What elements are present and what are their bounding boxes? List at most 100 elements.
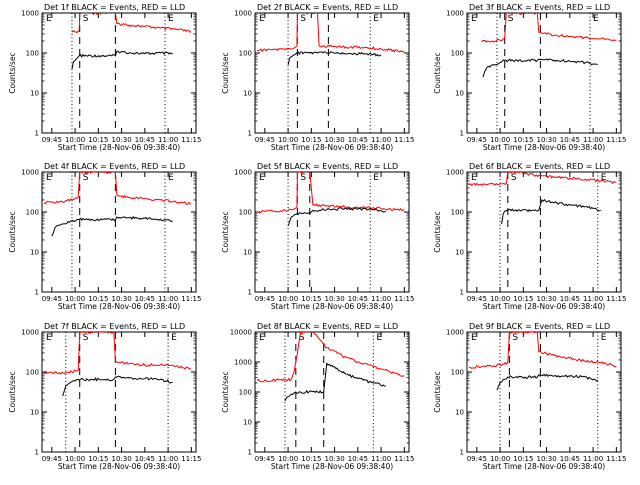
x-tick-label: 10:00	[490, 136, 510, 144]
y-tick-label: 100	[239, 50, 252, 58]
x-tick-label: 11:00	[583, 455, 603, 463]
y-tick-label: 10	[30, 249, 39, 257]
x-tick-label: 10:00	[278, 295, 298, 303]
series-line-lld	[468, 172, 617, 187]
panel-det-3f: Det 3f BLACK = Events, RED = LLD 1 10 100 10…	[433, 3, 626, 152]
marker-s: S	[83, 173, 89, 183]
x-axis-label: Start Time (28-Nov-06 09:38:40)	[58, 462, 180, 471]
x-tick-label: 10:30	[111, 455, 131, 463]
x-tick-label: 10:45	[135, 136, 155, 144]
y-tick-label: 10	[243, 249, 252, 257]
x-tick-label: 11:15	[394, 455, 414, 463]
x-axis-label: Start Time (28-Nov-06 09:38:40)	[271, 143, 393, 152]
x-tick-label: 10:30	[536, 136, 556, 144]
panel-det-8f: Det 8f BLACK = Events, RED = LLD 1 10 100 10…	[221, 322, 414, 471]
series-line-events	[284, 362, 386, 402]
series-line-lld	[257, 172, 405, 213]
x-tick-label: 10:00	[278, 455, 298, 463]
y-tick-label: 1000	[21, 10, 39, 18]
x-tick-label: 11:15	[181, 295, 201, 303]
marker-e: E	[601, 173, 607, 183]
x-tick-label: 09:45	[255, 455, 275, 463]
marker-e: E	[373, 14, 379, 24]
x-tick-label: 10:30	[536, 455, 556, 463]
x-tick-label: 10:15	[88, 455, 108, 463]
x-tick-label: 11:15	[606, 136, 626, 144]
y-axis-label: Counts/sec	[221, 52, 230, 93]
panel-title: Det 7f BLACK = Events, RED = LLD	[44, 322, 185, 331]
marker-s: S	[299, 333, 305, 343]
x-tick-label: 11:00	[371, 295, 391, 303]
panel-title: Det 4f BLACK = Events, RED = LLD	[44, 162, 185, 171]
series-line-events	[287, 206, 386, 227]
panel-title: Det 3f BLACK = Events, RED = LLD	[469, 3, 610, 12]
series-line-lld	[44, 332, 192, 375]
y-tick-label: 1	[460, 289, 464, 297]
x-tick-label: 10:30	[111, 136, 131, 144]
x-axis-label: Start Time (28-Nov-06 09:38:40)	[58, 143, 180, 152]
marker-e: E	[373, 173, 379, 183]
marker-e: E	[601, 333, 607, 343]
y-axis-label: Counts/sec	[433, 371, 442, 412]
x-tick-label: 11:00	[583, 295, 603, 303]
x-tick-label: 10:30	[536, 295, 556, 303]
y-tick-label: 1	[460, 449, 464, 457]
y-tick-label: 1000	[446, 10, 464, 18]
panel-title: Det 5f BLACK = Events, RED = LLD	[257, 162, 398, 171]
x-tick-label: 09:45	[467, 136, 487, 144]
x-tick-label: 10:45	[560, 136, 580, 144]
y-tick-label: 1	[248, 449, 252, 457]
y-tick-label: 10	[30, 90, 39, 98]
x-tick-label: 10:00	[490, 455, 510, 463]
x-tick-label: 11:00	[158, 455, 178, 463]
x-axis-label: Start Time (28-Nov-06 09:38:40)	[483, 462, 605, 471]
y-axis-label: Counts/sec	[8, 211, 17, 252]
series-line-events	[51, 215, 173, 237]
series-line-lld	[469, 332, 617, 370]
panel-det-9f: Det 9f BLACK = Events, RED = LLD 1 10 100 10…	[433, 322, 626, 471]
x-tick-label: 09:45	[255, 136, 275, 144]
plot-frame	[466, 171, 622, 293]
plot-frame	[41, 12, 197, 134]
y-tick-label: 10	[30, 409, 39, 417]
x-tick-label: 10:15	[301, 455, 321, 463]
x-axis-label: Start Time (28-Nov-06 09:38:40)	[58, 302, 180, 311]
series-line-lld	[43, 172, 192, 205]
x-tick-label: 10:00	[278, 136, 298, 144]
marker-e: E	[46, 173, 52, 183]
panel-det-5f: Det 5f BLACK = Events, RED = LLD 1 10 100 10…	[221, 162, 414, 311]
x-tick-label: 11:00	[158, 136, 178, 144]
series-line-events	[62, 375, 173, 397]
plot-frame	[466, 12, 622, 134]
marker-e: E	[376, 333, 382, 343]
series-line-lld	[71, 13, 192, 34]
x-tick-label: 11:15	[606, 455, 626, 463]
x-tick-label: 11:15	[181, 455, 201, 463]
panel-det-6f: Det 6f BLACK = Events, RED = LLD 1 10 100 10…	[433, 162, 626, 311]
marker-s: S	[508, 14, 514, 24]
plot-frame	[41, 171, 197, 293]
y-tick-label: 10	[455, 90, 464, 98]
x-tick-label: 10:15	[513, 295, 533, 303]
x-tick-label: 10:45	[348, 136, 368, 144]
y-tick-label: 10	[243, 90, 252, 98]
marker-e: E	[471, 333, 477, 343]
x-tick-label: 10:00	[490, 295, 510, 303]
y-tick-label: 1000	[234, 10, 252, 18]
x-tick-label: 10:15	[513, 455, 533, 463]
panel-det-1f: Det 1f BLACK = Events, RED = LLD 1 10 100 10…	[8, 3, 201, 152]
y-tick-label: 100	[451, 209, 464, 217]
marker-s: S	[83, 14, 89, 24]
x-axis-label: Start Time (28-Nov-06 09:38:40)	[271, 302, 393, 311]
marker-s: S	[300, 14, 306, 24]
y-tick-label: 1	[35, 289, 39, 297]
plot-frame	[254, 171, 410, 293]
y-axis-label: Counts/sec	[221, 211, 230, 252]
marker-e: E	[168, 14, 174, 24]
x-tick-label: 11:00	[158, 295, 178, 303]
y-tick-label: 1000	[446, 329, 464, 337]
y-tick-label: 100	[239, 209, 252, 217]
marker-e: E	[168, 173, 174, 183]
y-tick-label: 1000	[21, 169, 39, 177]
y-tick-label: 1	[248, 130, 252, 138]
